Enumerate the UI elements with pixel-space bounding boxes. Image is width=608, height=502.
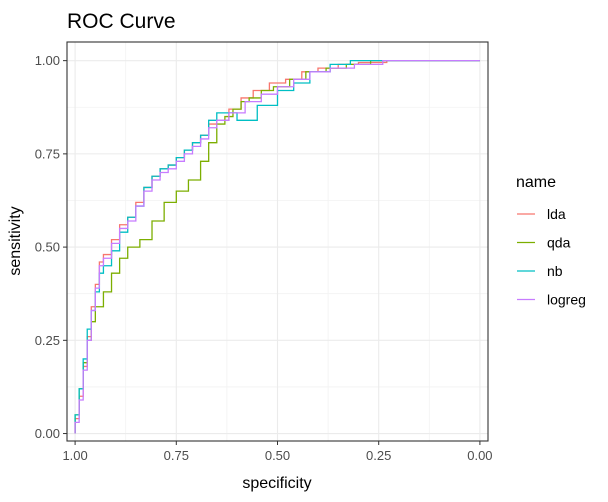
y-tick-label: 1.00 xyxy=(35,53,60,68)
legend-key-qda xyxy=(515,231,537,254)
grid xyxy=(67,42,488,441)
y-axis: 0.00 0.25 0.50 0.75 1.00 xyxy=(35,53,67,441)
x-tick-label: 0.25 xyxy=(366,448,391,463)
chart-title: ROC Curve xyxy=(67,10,176,33)
x-tick-label: 0.75 xyxy=(164,448,189,463)
legend-label-nb: nb xyxy=(547,263,563,279)
legend-key-logreg xyxy=(515,288,537,311)
x-axis-title: specificity xyxy=(242,475,311,492)
x-tick-label: 0.00 xyxy=(467,448,492,463)
legend-label-logreg: logreg xyxy=(547,292,586,308)
legend-key-nb xyxy=(515,260,537,282)
series-line-qda xyxy=(74,59,480,434)
legend-label-qda: qda xyxy=(547,235,571,251)
y-tick-label: 0.25 xyxy=(35,333,60,348)
series-line-logreg xyxy=(74,59,480,434)
y-tick-label: 0.75 xyxy=(35,146,60,161)
x-tick-label: 1.00 xyxy=(62,448,87,463)
y-axis-title: sensitivity xyxy=(7,206,24,275)
x-axis: 1.00 0.75 0.50 0.25 0.00 xyxy=(62,441,493,463)
legend-label-lda: lda xyxy=(547,206,566,222)
series-layer xyxy=(74,59,480,434)
x-tick-label: 0.50 xyxy=(265,448,290,463)
y-tick-label: 0.00 xyxy=(35,426,60,441)
legend-key-lda xyxy=(515,203,537,225)
legend: name lda qda nb logreg xyxy=(515,174,586,311)
y-tick-label: 0.50 xyxy=(35,240,60,255)
legend-title: name xyxy=(516,174,556,191)
